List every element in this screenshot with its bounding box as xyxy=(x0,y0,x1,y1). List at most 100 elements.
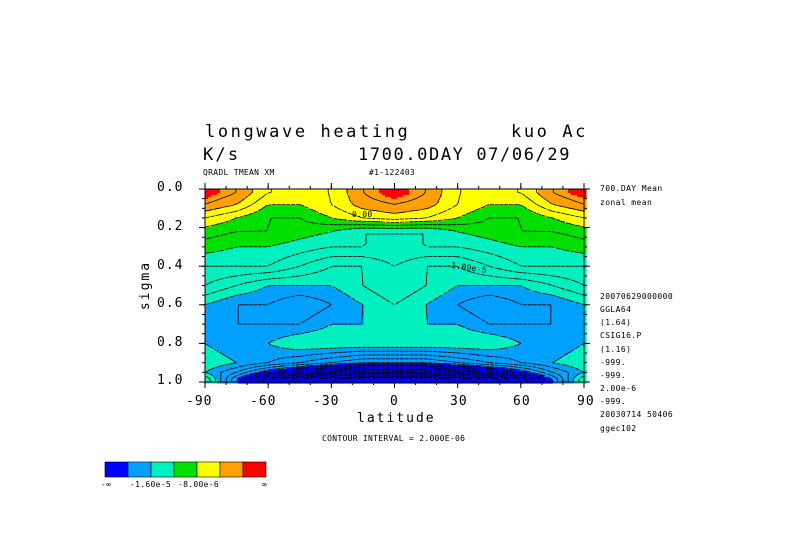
field-cell xyxy=(271,213,275,216)
field-cell xyxy=(253,191,257,194)
field-cell xyxy=(529,223,533,226)
field-cell xyxy=(340,205,344,208)
field-cell xyxy=(499,191,503,194)
field-cell xyxy=(550,209,554,212)
field-cell xyxy=(583,211,587,214)
field-cell xyxy=(271,229,275,232)
field-cell xyxy=(214,203,218,206)
field-cell xyxy=(535,233,539,236)
field-cell xyxy=(412,213,416,216)
field-cell xyxy=(562,209,566,212)
field-cell xyxy=(532,203,536,206)
field-cell xyxy=(358,193,362,196)
field-cell xyxy=(313,201,317,204)
field-cell xyxy=(529,211,533,214)
field-cell xyxy=(574,229,578,232)
field-cell xyxy=(553,219,557,222)
field-cell xyxy=(325,219,329,222)
field-cell xyxy=(424,193,428,196)
field-cell xyxy=(364,203,368,206)
field-cell xyxy=(355,201,359,204)
field-cell xyxy=(406,231,410,234)
field-cell xyxy=(364,195,368,198)
field-cell xyxy=(259,193,263,196)
field-cell xyxy=(241,193,245,196)
field-cell xyxy=(454,197,458,200)
field-cell xyxy=(532,225,536,228)
field-cell xyxy=(283,191,287,194)
field-cell xyxy=(571,227,575,230)
field-cell xyxy=(310,215,314,218)
field-cell xyxy=(517,209,521,212)
field-cell xyxy=(247,231,251,234)
field-cell xyxy=(445,207,449,210)
field-cell xyxy=(364,191,368,194)
field-cell xyxy=(400,199,404,202)
field-cell xyxy=(571,211,575,214)
field-cell xyxy=(352,209,356,212)
field-cell xyxy=(397,225,401,228)
field-cell xyxy=(475,193,479,196)
field-cell xyxy=(262,227,266,230)
field-cell xyxy=(334,217,338,220)
field-cell xyxy=(469,201,473,204)
field-cell xyxy=(256,223,260,226)
field-cell xyxy=(382,203,386,206)
field-cell xyxy=(331,195,335,198)
field-cell xyxy=(244,189,248,192)
field-cell xyxy=(556,203,560,206)
field-cell xyxy=(580,229,584,232)
field-cell xyxy=(298,191,302,194)
field-cell xyxy=(250,231,254,234)
field-cell xyxy=(355,227,359,230)
field-cell xyxy=(340,203,344,206)
field-cell xyxy=(433,221,437,224)
field-cell xyxy=(301,205,305,208)
field-cell xyxy=(445,227,449,230)
field-cell xyxy=(496,219,500,222)
field-cell xyxy=(541,211,545,214)
field-cell xyxy=(571,209,575,212)
field-cell xyxy=(535,231,539,234)
field-cell xyxy=(433,231,437,234)
field-cell xyxy=(214,195,218,198)
field-cell xyxy=(424,191,428,194)
field-cell xyxy=(268,203,272,206)
field-cell xyxy=(295,195,299,198)
field-cell xyxy=(436,221,440,224)
field-cell xyxy=(271,197,275,200)
field-cell xyxy=(538,225,542,228)
field-cell xyxy=(451,191,455,194)
field-cell xyxy=(247,197,251,200)
field-cell xyxy=(346,217,350,220)
field-cell xyxy=(475,217,479,220)
field-cell xyxy=(382,199,386,202)
field-cell xyxy=(253,229,257,232)
field-cell xyxy=(424,189,428,192)
field-cell xyxy=(574,233,578,236)
field-cell xyxy=(481,211,485,214)
field-cell xyxy=(574,191,578,194)
field-cell xyxy=(373,223,377,226)
field-cell xyxy=(427,211,431,214)
field-cell xyxy=(538,219,542,222)
field-cell xyxy=(319,209,323,212)
field-cell xyxy=(571,203,575,206)
field-cell xyxy=(325,217,329,220)
field-cell xyxy=(223,227,227,230)
field-cell xyxy=(229,209,233,212)
field-cell xyxy=(472,211,476,214)
field-cell xyxy=(352,231,356,234)
field-cell xyxy=(355,217,359,220)
field-cell xyxy=(226,197,230,200)
field-cell xyxy=(286,209,290,212)
field-cell xyxy=(301,217,305,220)
field-cell xyxy=(259,211,263,214)
field-cell xyxy=(580,217,584,220)
field-cell xyxy=(481,189,485,192)
field-cell xyxy=(493,211,497,214)
field-cell xyxy=(514,229,518,232)
field-cell xyxy=(484,209,488,212)
field-cell xyxy=(514,189,518,192)
field-cell xyxy=(451,227,455,230)
